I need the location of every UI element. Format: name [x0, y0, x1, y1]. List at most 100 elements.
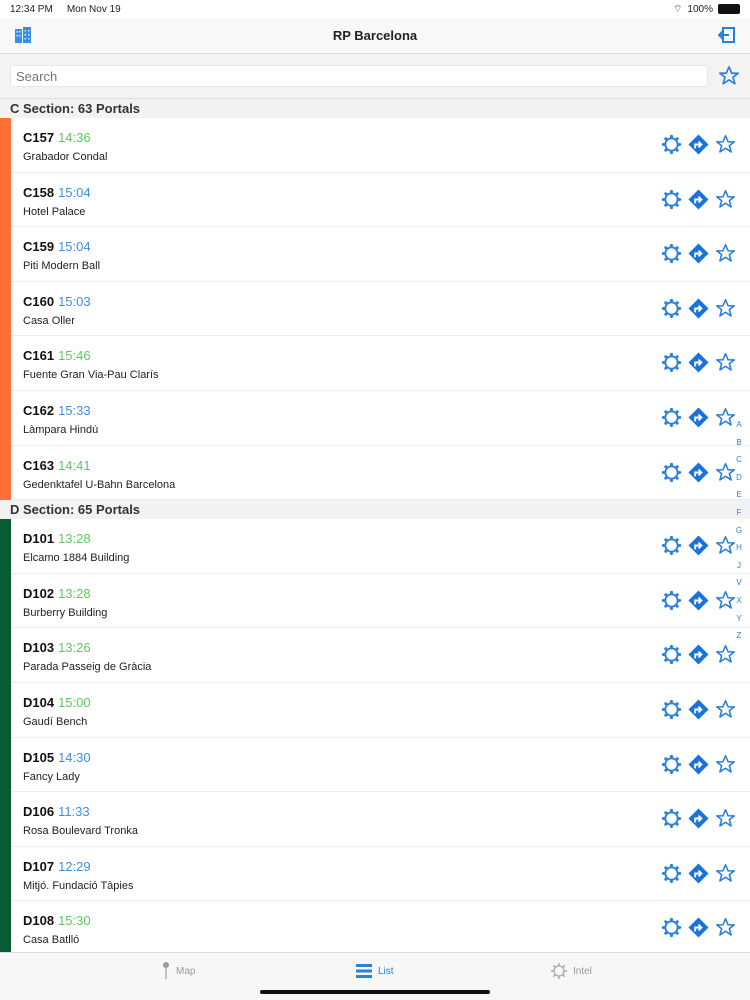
portal-row[interactable]: C160 15:03 Casa Oller — [11, 282, 750, 337]
gear-icon[interactable] — [661, 462, 682, 483]
favorite-star-icon[interactable] — [715, 535, 736, 556]
favorite-star-icon[interactable] — [715, 298, 736, 319]
portal-row[interactable]: D103 13:26 Parada Passeig de Gràcia — [11, 628, 750, 683]
gear-icon[interactable] — [661, 754, 682, 775]
portal-row[interactable]: D105 14:30 Fancy Lady — [11, 738, 750, 793]
favorite-star-icon[interactable] — [715, 754, 736, 775]
search-input[interactable] — [10, 65, 708, 87]
favorite-star-icon[interactable] — [715, 644, 736, 665]
portal-time: 15:33 — [58, 402, 91, 418]
buildings-icon[interactable] — [14, 26, 32, 44]
index-letter[interactable]: G — [735, 525, 743, 535]
favorites-star-icon[interactable] — [718, 65, 740, 87]
directions-icon[interactable] — [688, 863, 709, 884]
index-letter[interactable]: D — [736, 472, 742, 482]
portal-row[interactable]: C161 15:46 Fuente Gran Via-Pau Clarís — [11, 336, 750, 391]
portal-time: 15:03 — [58, 293, 91, 309]
directions-icon[interactable] — [688, 808, 709, 829]
directions-icon[interactable] — [688, 134, 709, 155]
status-date: Mon Nov 19 — [66, 3, 121, 15]
portal-code: C158 — [23, 184, 55, 200]
directions-icon[interactable] — [688, 644, 709, 665]
portal-code: D102 — [23, 585, 55, 601]
portal-row[interactable]: D102 13:28 Burberry Building — [11, 574, 750, 629]
logout-icon[interactable] — [718, 26, 736, 44]
gear-icon[interactable] — [661, 352, 682, 373]
pin-icon — [163, 962, 169, 979]
portal-code: D107 — [23, 858, 55, 874]
favorite-star-icon[interactable] — [715, 917, 736, 938]
directions-icon[interactable] — [688, 462, 709, 483]
favorite-star-icon[interactable] — [715, 699, 736, 720]
gear-icon[interactable] — [661, 590, 682, 611]
gear-icon[interactable] — [661, 189, 682, 210]
portal-row[interactable]: C159 15:04 Piti Modern Ball — [11, 227, 750, 282]
index-letter[interactable]: Y — [736, 613, 742, 623]
directions-icon[interactable] — [688, 298, 709, 319]
portal-row[interactable]: C158 15:04 Hotel Palace — [11, 173, 750, 228]
portal-list[interactable]: C Section: 63 Portals C157 14:36 Grabador C… — [0, 99, 750, 956]
portal-time: 11:33 — [58, 804, 90, 820]
gear-icon[interactable] — [661, 699, 682, 720]
gear-icon[interactable] — [661, 863, 682, 884]
favorite-star-icon[interactable] — [715, 590, 736, 611]
directions-icon[interactable] — [688, 590, 709, 611]
gear-icon[interactable] — [661, 243, 682, 264]
portal-row[interactable]: C162 15:33 Làmpara Hindú — [11, 391, 750, 446]
index-letter[interactable]: A — [736, 420, 742, 429]
favorite-star-icon[interactable] — [715, 243, 736, 264]
gear-icon[interactable] — [661, 535, 682, 556]
directions-icon[interactable] — [688, 754, 709, 775]
directions-icon[interactable] — [688, 917, 709, 938]
index-letter[interactable]: H — [736, 543, 742, 553]
favorite-star-icon[interactable] — [715, 808, 736, 829]
portal-row[interactable]: D106 11:33 Rosa Boulevard Tronka — [11, 792, 750, 847]
portal-name: Casa Batlló — [23, 934, 80, 947]
navigation-bar: RP Barcelona — [0, 18, 750, 54]
index-letter[interactable]: F — [736, 507, 742, 517]
portal-row[interactable]: D107 12:29 Mitjó. Fundació Tàpies — [11, 847, 750, 902]
directions-icon[interactable] — [688, 535, 709, 556]
favorite-star-icon[interactable] — [715, 134, 736, 155]
index-letter[interactable]: C — [736, 455, 742, 465]
section-header: C Section: 63 Portals — [0, 99, 750, 118]
gear-icon[interactable] — [661, 298, 682, 319]
index-letter[interactable]: J — [737, 560, 741, 570]
index-letter[interactable]: X — [736, 595, 742, 605]
tab-intel[interactable]: Intel — [551, 953, 592, 989]
gear-icon[interactable] — [661, 917, 682, 938]
gear-icon[interactable] — [661, 134, 682, 155]
home-indicator[interactable] — [260, 990, 490, 994]
gear-icon[interactable] — [661, 407, 682, 428]
portal-row[interactable]: C157 14:36 Grabador Condal — [11, 118, 750, 173]
directions-icon[interactable] — [688, 352, 709, 373]
directions-icon[interactable] — [688, 407, 709, 428]
index-letter[interactable]: B — [736, 437, 742, 447]
portal-code: D104 — [23, 694, 55, 710]
portal-time: 15:00 — [58, 694, 91, 710]
favorite-star-icon[interactable] — [715, 462, 736, 483]
portal-row[interactable]: D108 15:30 Casa Batlló — [11, 901, 750, 956]
favorite-star-icon[interactable] — [715, 407, 736, 428]
directions-icon[interactable] — [688, 243, 709, 264]
directions-icon[interactable] — [688, 189, 709, 210]
gear-icon[interactable] — [661, 644, 682, 665]
portal-row[interactable]: D101 13:28 Elcamo 1884 Building — [11, 519, 750, 574]
portal-row[interactable]: D104 15:00 Gaudí Bench — [11, 683, 750, 738]
portal-row[interactable]: C163 14:41 Gedenktafel U-Bahn Barcelona — [11, 446, 750, 501]
directions-icon[interactable] — [688, 699, 709, 720]
tab-map[interactable]: Map — [162, 953, 195, 989]
search-bar — [0, 54, 750, 99]
portal-code: D103 — [23, 640, 55, 656]
favorite-star-icon[interactable] — [715, 189, 736, 210]
gear-icon[interactable] — [661, 808, 682, 829]
index-letter[interactable]: Z — [736, 631, 742, 641]
index-letter[interactable]: V — [736, 578, 742, 588]
favorite-star-icon[interactable] — [715, 863, 736, 884]
tab-list[interactable]: List — [356, 953, 394, 989]
favorite-star-icon[interactable] — [715, 352, 736, 373]
index-letter[interactable]: E — [736, 490, 742, 500]
portal-time: 15:04 — [58, 239, 91, 255]
portal-code: C159 — [23, 239, 55, 255]
